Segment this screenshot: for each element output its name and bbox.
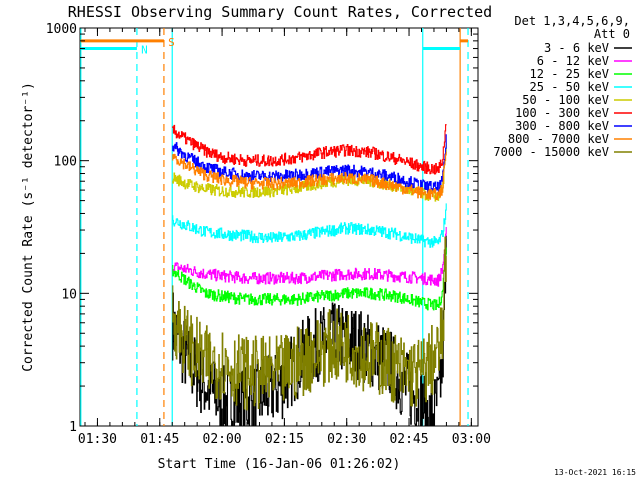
x-tick-label: 01:45: [140, 432, 179, 447]
legend-entry-label: 50 - 100 keV: [522, 93, 609, 107]
timestamp: 13-Oct-2021 16:15: [554, 468, 636, 477]
x-axis-label: Start Time (16-Jan-06 01:26:02): [158, 457, 401, 472]
x-tick-label: 02:30: [327, 432, 366, 447]
x-tick-label: 02:15: [265, 432, 304, 447]
legend-entry-label: 25 - 50 keV: [530, 80, 609, 94]
series-line-800-7000-kev: [172, 152, 447, 201]
series-line-3-6-kev: [172, 235, 447, 427]
legend-entry-label: 7000 - 15000 keV: [493, 145, 609, 159]
x-tick-label: 02:45: [389, 432, 428, 447]
y-axis: 1 10 100 1000: [46, 22, 478, 435]
y-tick-label: 10: [61, 287, 77, 302]
y-axis-label: Corrected Count Rate (s⁻¹ detector⁻¹): [21, 82, 36, 372]
series-line-25-50-kev: [172, 203, 447, 248]
series-line-100-300-kev: [172, 124, 447, 175]
series-line-6-12-kev: [172, 227, 447, 287]
y-tick-label: 1: [69, 420, 77, 435]
legend-entry-label: 6 - 12 keV: [537, 54, 609, 68]
series-line-7000-15000-kev: [172, 236, 447, 411]
status-bar-label: N: [141, 44, 148, 57]
legend-entry-label: 3 - 6 keV: [544, 41, 609, 55]
y-tick-label: 100: [54, 155, 77, 170]
x-tick-label: 01:30: [78, 432, 117, 447]
status-bars: SN: [80, 36, 469, 57]
legend-header-detectors: Det 1,3,4,5,6,9,: [514, 14, 630, 28]
x-tick-label: 03:00: [452, 432, 491, 447]
legend-entry-label: 100 - 300 keV: [515, 106, 609, 120]
plot-frame: [79, 27, 479, 427]
status-bar-label: S: [168, 36, 175, 49]
x-axis: 01:30 01:45 02:00 02:15 02:30 02:45 03:00: [78, 28, 491, 447]
legend-entry-label: 800 - 7000 keV: [508, 132, 609, 146]
legend-entry-label: 300 - 800 keV: [515, 119, 609, 133]
legend-entry-label: 12 - 25 keV: [530, 67, 609, 81]
x-tick-label: 02:00: [203, 432, 242, 447]
plot-area: [79, 27, 479, 427]
chart-title: RHESSI Observing Summary Count Rates, Co…: [68, 3, 492, 21]
y-tick-label: 1000: [46, 22, 77, 37]
legend-header-attenuator: Att 0: [594, 27, 630, 41]
series-layer: [172, 124, 447, 427]
series-line-12-25-kev: [172, 247, 447, 311]
